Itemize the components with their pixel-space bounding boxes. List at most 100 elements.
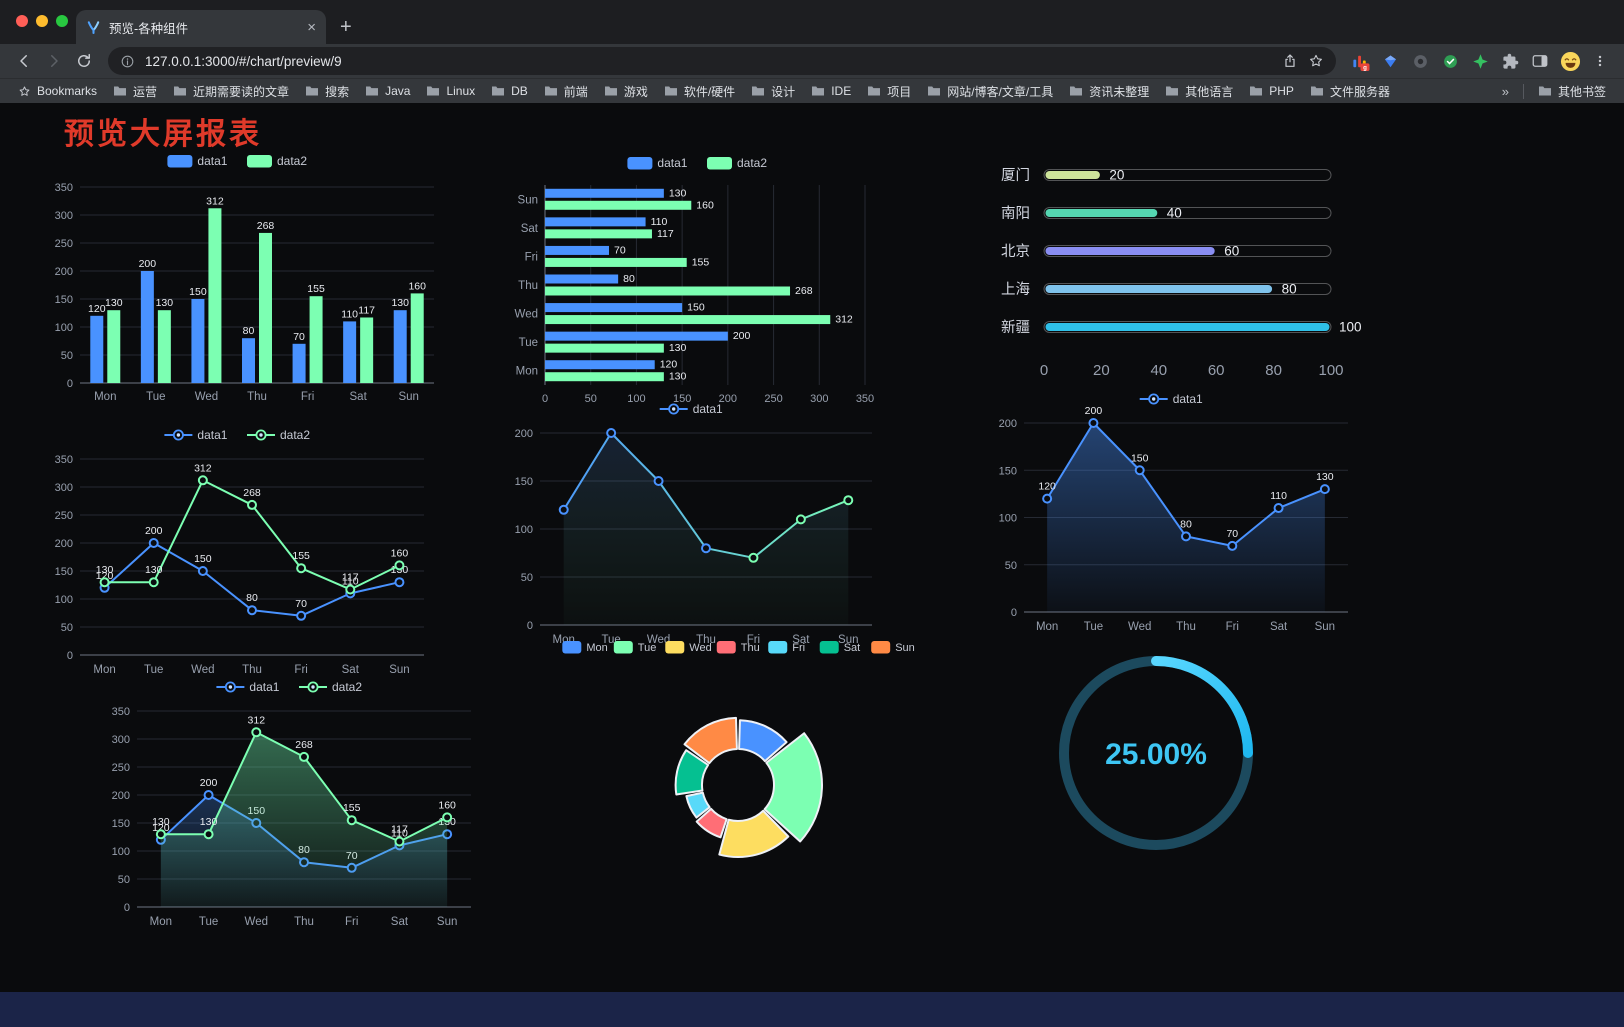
bookmark-folder[interactable]: PHP xyxy=(1241,82,1302,100)
legend-item[interactable]: Sun xyxy=(871,641,915,654)
svg-text:Mon: Mon xyxy=(516,366,538,378)
svg-text:南阳: 南阳 xyxy=(1001,205,1030,222)
bookmark-folder[interactable]: 游戏 xyxy=(596,81,656,102)
svg-text:150: 150 xyxy=(112,818,130,830)
legend-item[interactable]: data1 xyxy=(627,156,688,170)
bookmark-folder[interactable]: 资讯未整理 xyxy=(1061,81,1157,102)
extension-icon-stats[interactable]: g xyxy=(1346,47,1374,75)
svg-text:117: 117 xyxy=(657,228,674,240)
bookmark-folder[interactable]: 搜索 xyxy=(297,81,357,102)
legend-item[interactable]: data2 xyxy=(247,428,310,442)
forward-button[interactable] xyxy=(40,47,68,75)
bar-segment xyxy=(545,188,664,198)
pie-slice[interactable] xyxy=(763,732,823,843)
legend-item[interactable]: data2 xyxy=(707,156,767,170)
legend-item[interactable]: Mon xyxy=(562,641,608,654)
pie-slice[interactable] xyxy=(718,809,790,858)
folder-icon xyxy=(604,86,617,96)
bookmark-folder[interactable]: 项目 xyxy=(859,81,919,102)
bookmark-folder[interactable]: Linux xyxy=(418,82,483,100)
profile-avatar[interactable] xyxy=(1556,47,1584,75)
pie-slice[interactable] xyxy=(695,807,728,839)
minimize-window-button[interactable] xyxy=(36,15,48,27)
legend-item[interactable]: Fri xyxy=(768,641,805,654)
pie-slice[interactable] xyxy=(683,716,738,765)
other-bookmarks-folder[interactable]: 其他书签 xyxy=(1530,81,1614,102)
svg-text:0: 0 xyxy=(1011,607,1017,619)
bookmark-folder[interactable]: 前端 xyxy=(536,81,596,102)
close-window-button[interactable] xyxy=(16,15,28,27)
svg-text:200: 200 xyxy=(55,538,73,550)
ring-progress-chart: 25.00% xyxy=(1041,638,1271,868)
reload-button[interactable] xyxy=(70,47,98,75)
tab-close-icon[interactable]: × xyxy=(307,18,316,36)
address-bar[interactable]: 127.0.0.1:3000/#/chart/preview/9 xyxy=(108,47,1336,75)
bar-segment xyxy=(545,217,646,227)
capsule-track xyxy=(1043,245,1332,257)
dashboard-page: 预览大屏报表 data1 data2 0 50 100 150 200 250 300 350 Mo… xyxy=(0,103,1624,992)
data-point xyxy=(1134,465,1145,476)
bookmarks-overflow-button[interactable]: » xyxy=(1501,83,1509,99)
svg-text:Wed: Wed xyxy=(515,309,538,321)
svg-text:Fri: Fri xyxy=(294,664,307,676)
svg-text:80: 80 xyxy=(623,273,635,285)
bookmark-folder[interactable]: 设计 xyxy=(743,81,803,102)
svg-text:150: 150 xyxy=(1131,452,1149,464)
legend-item[interactable]: data1 xyxy=(164,428,228,442)
svg-text:155: 155 xyxy=(292,550,310,562)
back-button[interactable] xyxy=(10,47,38,75)
data-point xyxy=(701,543,711,554)
bookmark-folder[interactable]: 运营 xyxy=(105,81,165,102)
svg-text:data1: data1 xyxy=(657,156,687,170)
bar-segment xyxy=(309,296,323,383)
bookmark-star-icon[interactable] xyxy=(1308,53,1324,69)
legend-item[interactable]: Thu xyxy=(716,641,760,654)
bookmark-folder[interactable]: DB xyxy=(483,82,536,100)
bookmark-folder[interactable]: IDE xyxy=(803,82,859,100)
legend-item[interactable]: Wed xyxy=(665,641,712,654)
page-footer xyxy=(0,992,1624,1027)
svg-text:Sun: Sun xyxy=(1315,621,1335,633)
legend-item[interactable]: Tue xyxy=(613,641,657,654)
site-info-icon[interactable] xyxy=(120,54,135,69)
svg-text:120: 120 xyxy=(88,303,106,315)
pie-slice[interactable] xyxy=(738,719,788,763)
svg-text:Sat: Sat xyxy=(521,223,539,235)
svg-text:Sat: Sat xyxy=(391,916,409,928)
maximize-window-button[interactable] xyxy=(56,15,68,27)
bookmark-folder[interactable]: 其他语言 xyxy=(1157,81,1241,102)
sidebar-panel-icon[interactable] xyxy=(1526,47,1554,75)
legend-item[interactable]: data1 xyxy=(216,680,280,694)
svg-text:120: 120 xyxy=(660,359,678,371)
bar-segment xyxy=(545,286,791,296)
legend-item[interactable]: data2 xyxy=(299,680,362,694)
bookmark-folder[interactable]: 软件/硬件 xyxy=(656,81,743,102)
folder-icon xyxy=(366,86,379,96)
bookmark-folder[interactable]: 网站/博客/文章/工具 xyxy=(919,81,1061,102)
data-point xyxy=(795,514,806,525)
bookmark-folder[interactable]: 近期需要读的文章 xyxy=(165,81,297,102)
svg-text:200: 200 xyxy=(112,790,130,802)
bookmark-folder[interactable]: 文件服务器 xyxy=(1302,81,1398,102)
extension-icon-dark-circle[interactable] xyxy=(1406,47,1434,75)
bookmark-folder[interactable]: Java xyxy=(357,82,418,100)
pie-slice[interactable] xyxy=(685,791,711,819)
legend-item[interactable]: data1 xyxy=(659,402,723,416)
menu-icon[interactable] xyxy=(1586,47,1614,75)
browser-tab[interactable]: 预览-各种组件 × xyxy=(76,10,326,44)
svg-text:Fri: Fri xyxy=(525,251,538,263)
new-tab-button[interactable]: + xyxy=(340,16,352,38)
svg-text:150: 150 xyxy=(673,393,691,405)
share-icon[interactable] xyxy=(1282,53,1298,69)
legend-item[interactable]: Sat xyxy=(819,641,861,654)
bookmarks-root[interactable]: Bookmarks xyxy=(10,82,105,100)
extension-icon-green-star[interactable] xyxy=(1466,47,1494,75)
legend-item[interactable]: data1 xyxy=(167,154,228,168)
legend-item[interactable]: data1 xyxy=(1139,392,1203,406)
svg-text:100: 100 xyxy=(55,322,73,334)
legend-item[interactable]: data2 xyxy=(247,154,307,168)
extension-icon-gem[interactable] xyxy=(1376,47,1404,75)
pie-slice[interactable] xyxy=(674,749,710,796)
extensions-puzzle-icon[interactable] xyxy=(1496,47,1524,75)
extension-icon-green-circle[interactable] xyxy=(1436,47,1464,75)
